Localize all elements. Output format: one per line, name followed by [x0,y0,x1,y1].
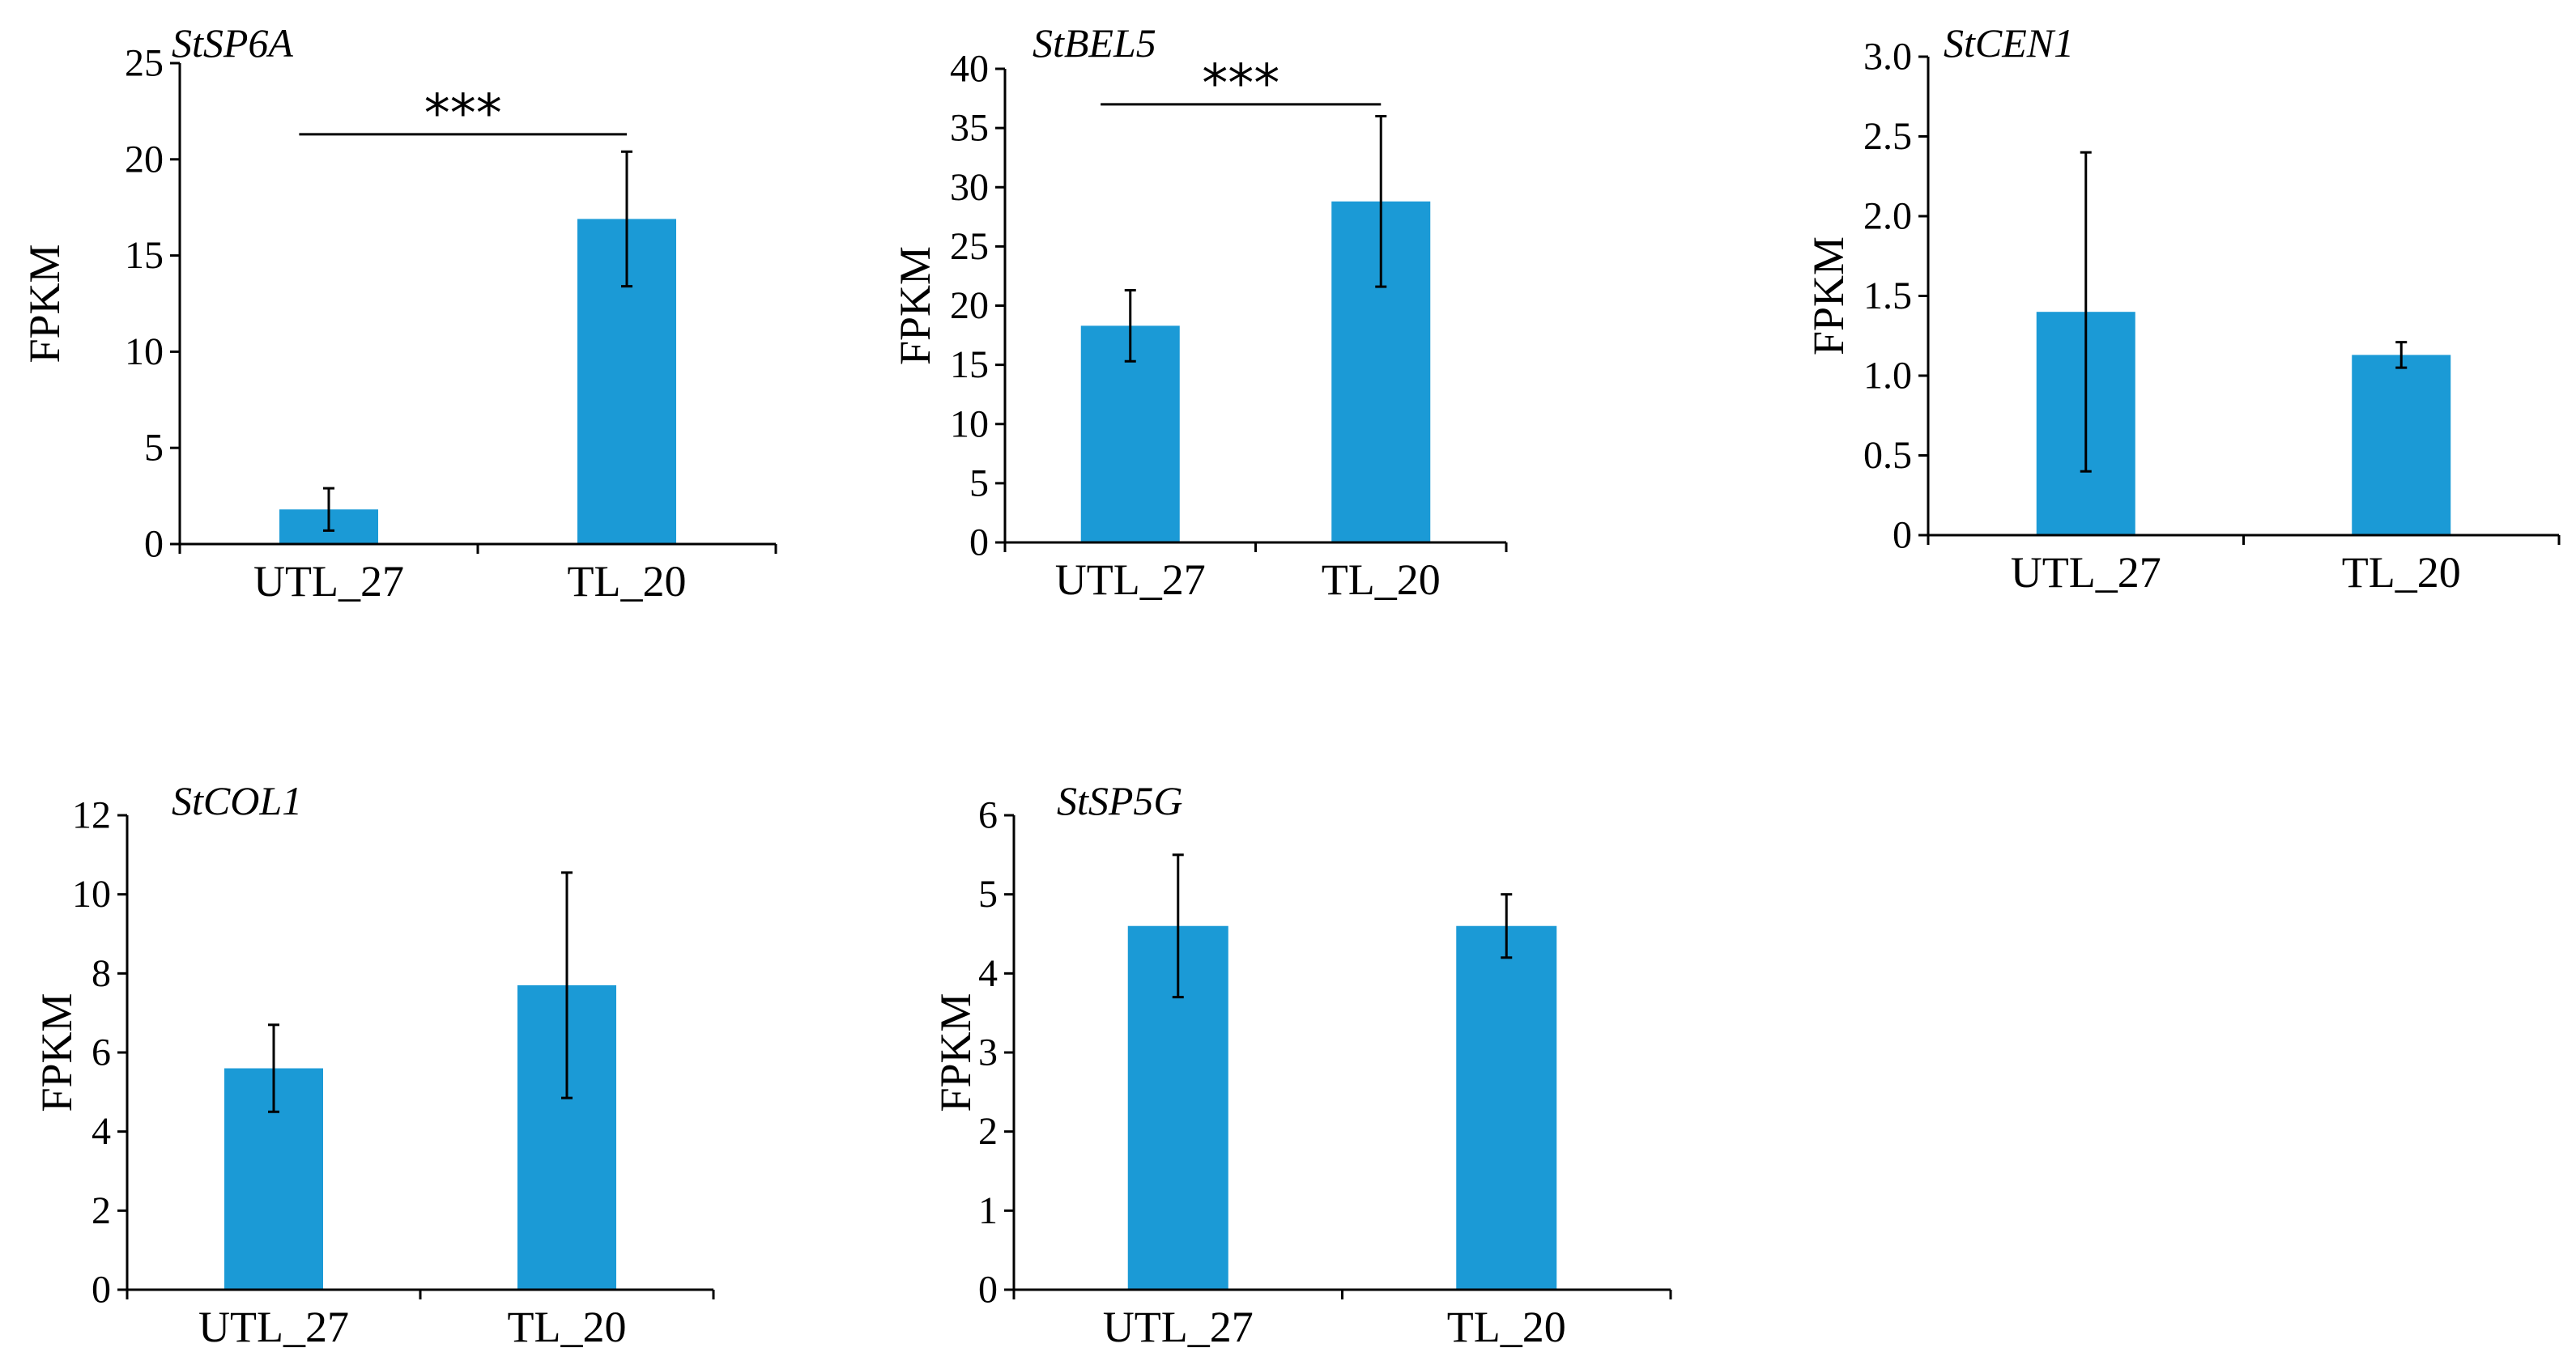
x-tick-label: TL_20 [508,1303,627,1351]
chart-panel-stsp5g: StSP5G FPKM 0 1 2 3 4 5 6 UTL_27 TL_20 [931,778,1672,1351]
y-tick-label: 30 [950,166,989,209]
y-tick-label: 1.0 [1863,355,1912,398]
y-tick-label: 0.5 [1863,434,1912,477]
y-tick-label: 10 [72,873,111,916]
y-tick-label: 2 [92,1189,111,1232]
x-tick-label: UTL_27 [1103,1303,1254,1351]
x-tick-label: UTL_27 [2011,548,2161,597]
y-tick-label: 1.5 [1863,274,1912,317]
y-tick-label: 0 [1893,514,1912,557]
x-tick-label: TL_20 [1447,1303,1566,1351]
y-axis-label: FPKM [20,244,69,363]
bar-tl-20 [2352,355,2451,535]
y-tick-label: 10 [125,330,164,373]
y-tick-label: 1 [978,1189,998,1232]
y-tick-label: 12 [72,794,111,837]
y-tick-label: 2.0 [1863,195,1912,238]
significance-label: *** [1202,54,1279,114]
y-tick-label: 0 [978,1269,998,1312]
y-tick-label: 5 [969,461,989,504]
y-tick-label: 20 [950,284,989,327]
y-tick-label: 4 [92,1110,111,1153]
chart-panel-stsp6a: StSP6A FPKM 0 5 10 15 20 25 UTL_27 TL_20 *** [20,20,777,606]
y-tick-label: 15 [125,234,164,277]
y-axis-label: FPKM [32,993,81,1112]
chart-panel-stbel5: StBEL5 FPKM 0 5 10 15 20 25 30 35 40 UTL_27 TL_20 *** [891,20,1508,604]
y-tick-label: 3 [978,1031,998,1074]
x-tick-label: TL_20 [2342,548,2461,597]
chart-title: StSP5G [1057,778,1183,823]
y-tick-label: 6 [92,1031,111,1074]
y-axis-label: FPKM [891,246,939,365]
y-tick-label: 25 [950,225,989,268]
y-tick-label: 35 [950,107,989,150]
chart-panel-stcen1: StCEN1 FPKM 0 0.5 1.0 1.5 2.0 2.5 3.0 UTL_27 TL_20 [1804,20,2561,597]
x-tick-label: TL_20 [1322,555,1441,604]
y-tick-label: 20 [125,138,164,181]
y-tick-label: 2.5 [1863,115,1912,158]
y-tick-label: 0 [969,521,989,564]
y-tick-label: 4 [978,952,998,995]
x-tick-label: UTL_27 [1055,555,1206,604]
y-tick-label: 6 [978,794,998,837]
chart-panel-stcol1: StCOL1 FPKM 0 2 4 6 8 10 12 UTL_27 TL_20 [32,778,715,1351]
bar-tl-20 [1456,925,1557,1290]
y-tick-label: 40 [950,48,989,91]
y-tick-label: 10 [950,402,989,445]
x-tick-label: UTL_27 [198,1303,349,1351]
y-tick-label: 5 [978,873,998,916]
y-tick-label: 2 [978,1110,998,1153]
y-tick-label: 5 [144,427,164,470]
chart-title: StBEL5 [1033,20,1156,66]
chart-title: StCOL1 [172,778,302,823]
chart-title: StSP6A [172,20,293,66]
y-axis-label: FPKM [931,993,980,1112]
y-axis-label: FPKM [1804,236,1853,355]
y-tick-label: 0 [92,1269,111,1312]
y-tick-label: 8 [92,952,111,995]
y-tick-label: 0 [144,523,164,566]
x-tick-label: TL_20 [568,557,687,606]
y-tick-label: 3.0 [1863,36,1912,79]
significance-label: *** [424,84,502,144]
chart-title: StCEN1 [1944,20,2074,66]
y-tick-label: 15 [950,343,989,386]
x-tick-label: UTL_27 [253,557,404,606]
y-tick-label: 25 [125,42,164,85]
